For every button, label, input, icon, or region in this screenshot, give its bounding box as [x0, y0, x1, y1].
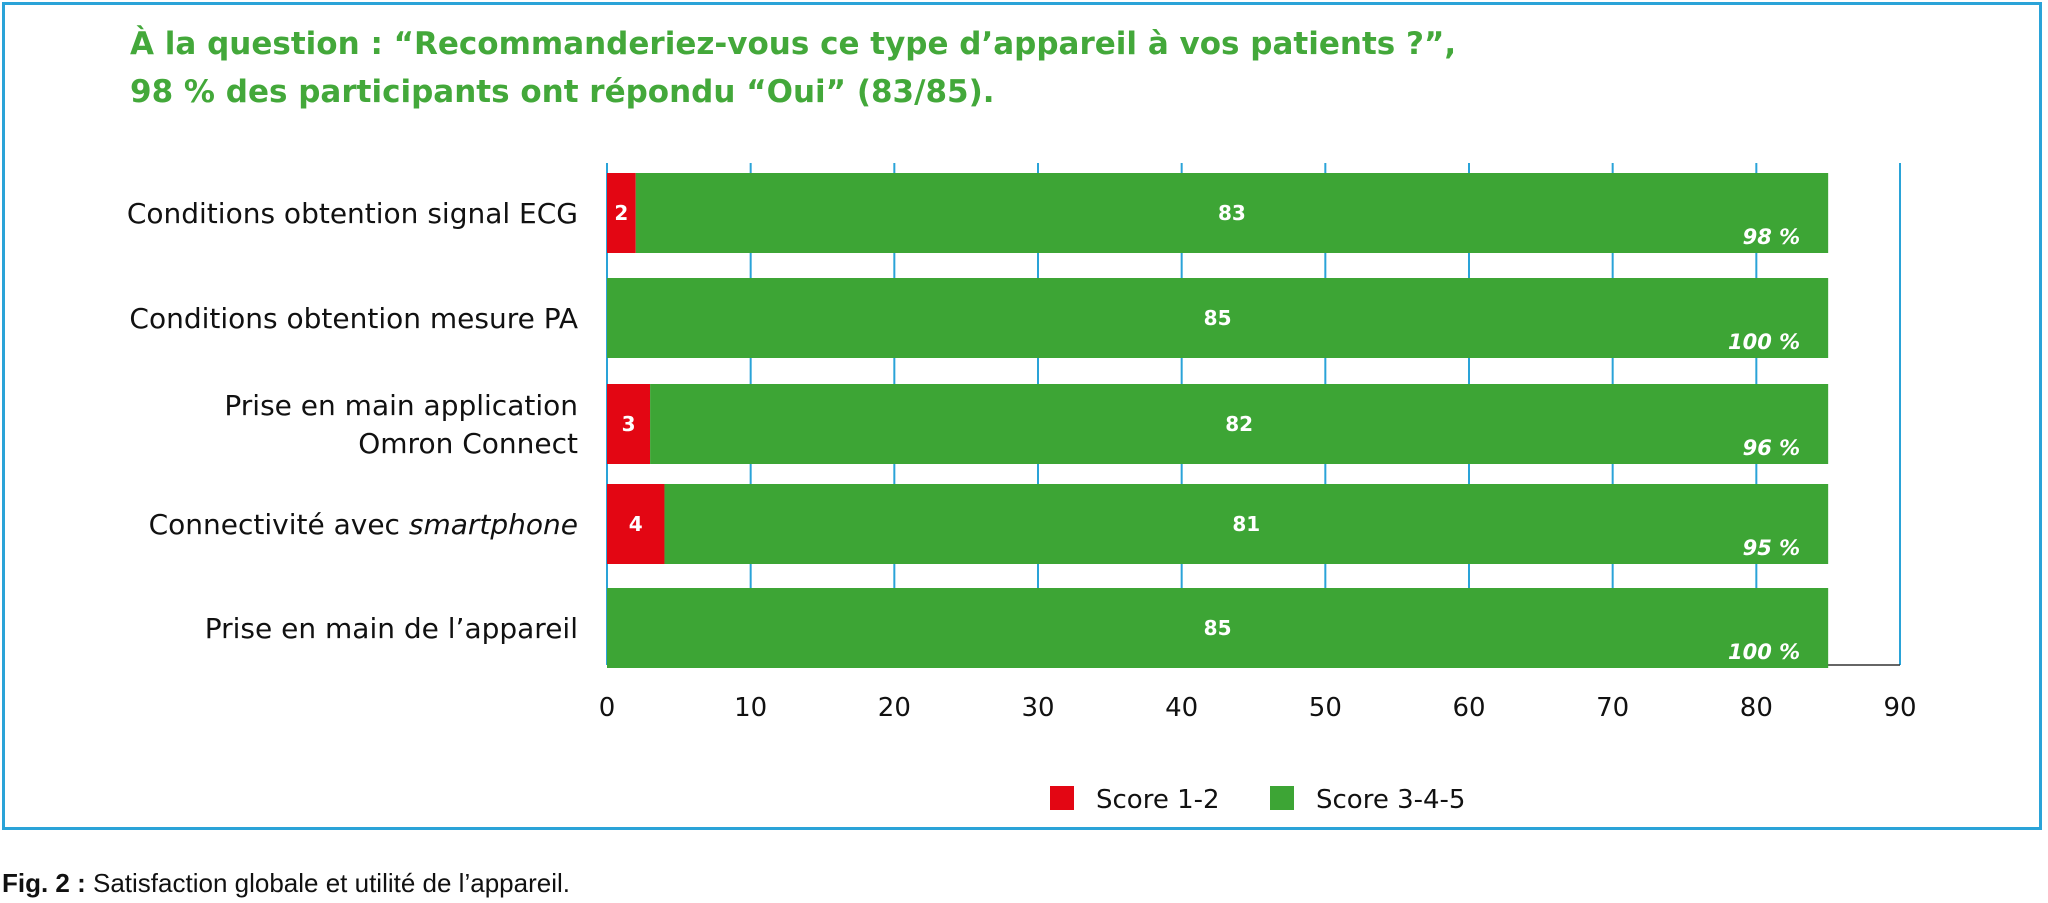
bar-segment	[607, 484, 665, 564]
bar-value-label: 81	[1232, 512, 1260, 536]
x-tick-label: 70	[1596, 693, 1629, 723]
legend-label: Score 3-4-5	[1316, 785, 1465, 815]
x-tick-label: 60	[1452, 693, 1485, 723]
legend-swatch	[1050, 786, 1074, 810]
x-tick-label: 50	[1309, 693, 1342, 723]
bar-percent-label: 98 %	[1743, 225, 1801, 249]
x-tick-label: 80	[1740, 693, 1773, 723]
bar-value-label: 82	[1225, 412, 1253, 436]
bar-segment	[664, 484, 1829, 564]
bar-value-label: 85	[1204, 616, 1232, 640]
x-tick-label: 90	[1883, 693, 1916, 723]
bar-segment	[607, 588, 1829, 668]
chart-frame	[2, 2, 2042, 830]
bar-value-label: 85	[1204, 306, 1232, 330]
bar-percent-label: 96 %	[1743, 436, 1801, 460]
legend-swatch	[1270, 786, 1294, 810]
bar-segment	[607, 173, 636, 253]
legend-label: Score 1-2	[1096, 785, 1220, 815]
bar-segment	[607, 278, 1829, 358]
category-label: Conditions obtention mesure PA	[129, 302, 578, 335]
x-tick-label: 30	[1021, 693, 1054, 723]
category-label: Prise en main application	[224, 389, 578, 422]
bar-value-label: 4	[629, 512, 643, 536]
caption-text: Satisfaction globale et utilité de l’app…	[85, 868, 570, 898]
x-tick-label: 40	[1165, 693, 1198, 723]
category-label: Connectivité avec smartphone	[149, 508, 578, 541]
heading-line-1: À la question : “Recommanderiez-vous ce …	[130, 26, 1457, 62]
bar-percent-label: 100 %	[1728, 330, 1800, 354]
stacked-bar-chart: 2 83 98 % Conditions obtention signal ECG 85…	[127, 163, 1917, 815]
bar-value-label: 83	[1218, 201, 1246, 225]
x-tick-label: 0	[599, 693, 616, 723]
bar-segment	[607, 384, 651, 464]
category-label: Prise en main de l’appareil	[205, 612, 578, 645]
bar-percent-label: 100 %	[1728, 640, 1800, 664]
category-label: Omron Connect	[358, 427, 578, 460]
bar-value-label: 2	[614, 201, 628, 225]
bar-percent-label: 95 %	[1743, 536, 1801, 560]
heading-line-2: 98 % des participants ont répondu “Oui” …	[130, 74, 995, 110]
x-tick-label: 20	[878, 693, 911, 723]
bar-segment	[635, 173, 1829, 253]
x-tick-label: 10	[734, 693, 767, 723]
category-label: Conditions obtention signal ECG	[127, 197, 578, 230]
bar-value-label: 3	[622, 412, 636, 436]
caption-label: Fig. 2 :	[2, 868, 86, 898]
bar-segment	[650, 384, 1829, 464]
figure-caption: Fig. 2 : Satisfaction globale et utilité…	[2, 868, 570, 899]
